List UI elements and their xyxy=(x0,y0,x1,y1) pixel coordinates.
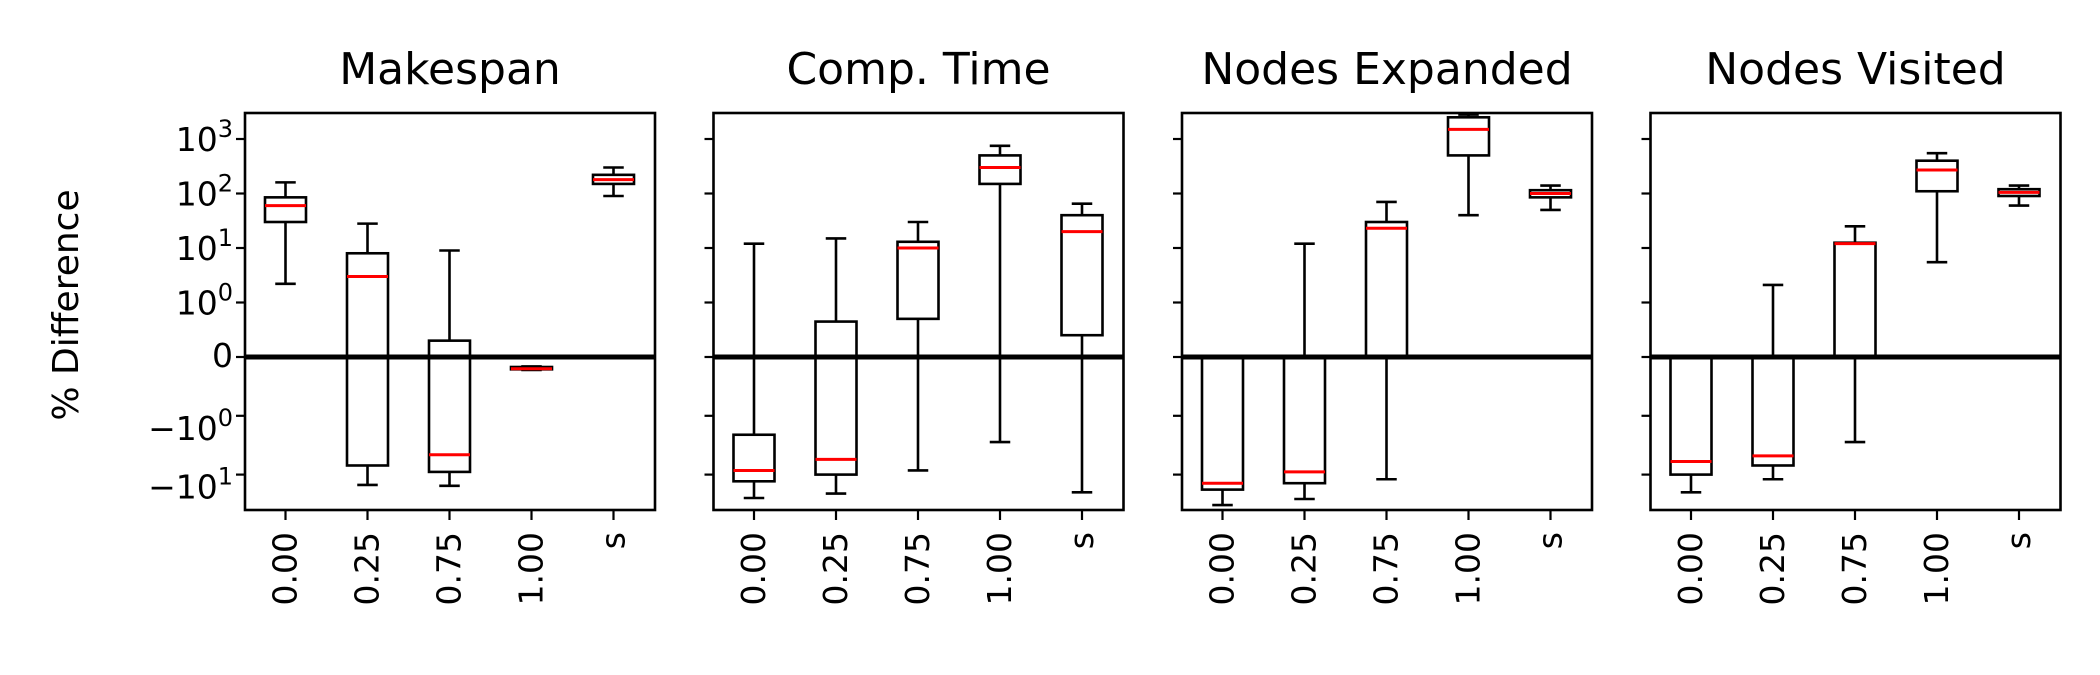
panel-nodes-expanded: Nodes Expanded 0.00 0.25 0.75 1.00 s xyxy=(1173,44,1594,605)
panels: Makespan 103 102 101 100 0 −100 −101 0.00 0.25 0.7… xyxy=(148,44,2062,605)
panel-makespan: Makespan 103 102 101 100 0 −100 −101 0.00 0.25 0.7… xyxy=(148,44,657,605)
iqr-box xyxy=(1833,241,1877,359)
y-tick-label: 101 xyxy=(176,224,233,268)
x-tick-label: 1.00 xyxy=(1449,532,1488,605)
x-tick-label: 0.00 xyxy=(1671,532,1710,605)
x-tick-label: 0.25 xyxy=(1753,532,1792,605)
iqr-box xyxy=(427,339,472,474)
box-0.25 xyxy=(1751,283,1795,481)
iqr-box xyxy=(732,433,776,483)
y-axis-label: % Difference xyxy=(46,189,87,420)
iqr-box xyxy=(1915,159,1959,193)
box-1.00 xyxy=(1915,151,1959,264)
x-tick-label: 0.75 xyxy=(1835,532,1874,605)
box-0.75 xyxy=(896,220,940,472)
x-tick-label: s xyxy=(1999,532,2038,549)
box-0.25 xyxy=(345,222,390,487)
box-1.00 xyxy=(509,365,554,372)
box-0.00 xyxy=(1200,355,1245,507)
y-tick-label: 102 xyxy=(176,170,233,214)
box-0.00 xyxy=(1669,355,1713,494)
panel-frame xyxy=(1649,111,2062,512)
iqr-box xyxy=(896,240,940,321)
box-s xyxy=(1997,184,2041,207)
x-tick-label: 0.25 xyxy=(816,532,855,605)
panel-title: Makespan xyxy=(339,44,561,95)
iqr-box xyxy=(263,196,308,224)
iqr-box xyxy=(1200,355,1245,491)
box-0.75 xyxy=(1364,200,1409,481)
x-tick-label: 0.25 xyxy=(1285,532,1324,605)
y-tick-label: 103 xyxy=(176,115,233,159)
x-tick-label: s xyxy=(1531,532,1570,549)
box-s xyxy=(1528,184,1573,212)
x-tick-label: 0.00 xyxy=(266,532,305,605)
box-0.75 xyxy=(427,249,472,488)
box-1.00 xyxy=(1446,113,1491,217)
panel-title: Nodes Visited xyxy=(1705,44,2006,95)
panel-title: Comp. Time xyxy=(786,44,1050,95)
box-0.75 xyxy=(1833,225,1877,444)
panel-frame xyxy=(1180,111,1594,512)
iqr-box xyxy=(1669,355,1713,476)
iqr-box xyxy=(1751,355,1795,467)
box-0.25 xyxy=(814,237,858,495)
box-s xyxy=(1060,202,1104,494)
y-tick-label: −100 xyxy=(148,404,233,448)
y-tick-label: 0 xyxy=(212,336,233,375)
x-tick-label: 0.75 xyxy=(1367,532,1406,605)
x-tick-label: 0.00 xyxy=(734,532,773,605)
iqr-box xyxy=(1364,220,1409,359)
x-tick-label: 0.75 xyxy=(430,532,469,605)
box-s xyxy=(591,166,636,198)
iqr-box xyxy=(1282,355,1327,485)
iqr-box xyxy=(1060,213,1104,337)
iqr-box xyxy=(814,320,858,476)
x-tick-label: 0.00 xyxy=(1203,532,1242,605)
box-0.00 xyxy=(732,242,776,500)
x-tick-label: s xyxy=(1062,532,1101,549)
x-tick-label: s xyxy=(594,532,633,549)
iqr-box xyxy=(1446,116,1491,157)
panel-comp-time: Comp. Time 0.00 0.25 0.75 1.00 s xyxy=(704,44,1125,605)
panel-frame xyxy=(712,111,1125,512)
panel-frame xyxy=(243,111,657,512)
panel-title: Nodes Expanded xyxy=(1201,44,1572,95)
x-tick-label: 0.75 xyxy=(898,532,937,605)
x-tick-label: 1.00 xyxy=(980,532,1019,605)
box-1.00 xyxy=(978,144,1022,444)
iqr-box xyxy=(978,154,1022,186)
box-0.00 xyxy=(263,181,308,286)
x-tick-label: 0.25 xyxy=(348,532,387,605)
box-0.25 xyxy=(1282,242,1327,501)
x-tick-label: 1.00 xyxy=(1917,532,1956,605)
iqr-box xyxy=(345,251,390,467)
panel-nodes-visited: Nodes Visited 0.00 0.25 0.75 1.00 s xyxy=(1641,44,2062,605)
y-tick-label: 100 xyxy=(176,279,233,323)
y-tick-label: −101 xyxy=(148,463,233,507)
x-tick-label: 1.00 xyxy=(512,532,551,605)
